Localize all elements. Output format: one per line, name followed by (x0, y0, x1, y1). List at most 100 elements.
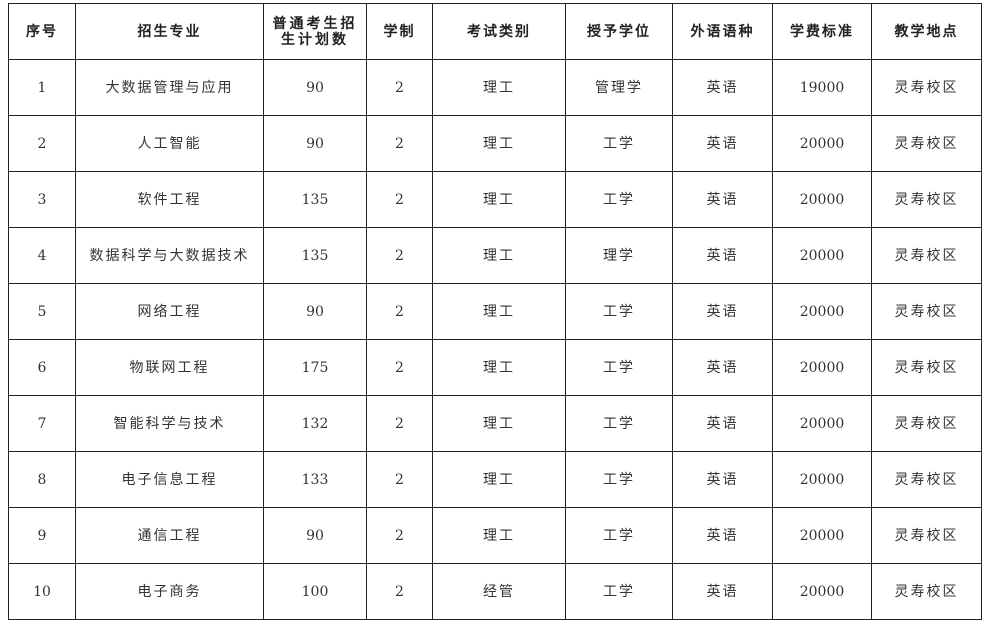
cell-campus: 灵寿校区 (871, 563, 982, 620)
cell-major: 电子商务 (75, 563, 264, 620)
cell-duration: 2 (366, 115, 433, 172)
cell-exam-category: 理工 (432, 115, 566, 172)
cell-degree: 工学 (565, 339, 673, 396)
cell-degree: 工学 (565, 283, 673, 340)
cell-index: 6 (8, 339, 76, 396)
cell-duration: 2 (366, 339, 433, 396)
cell-plan-count: 135 (263, 227, 367, 284)
cell-tuition: 20000 (772, 451, 872, 508)
cell-exam-category: 理工 (432, 451, 566, 508)
header-exam-category: 考试类别 (432, 3, 566, 60)
table-row: 8 电子信息工程 133 2 理工 工学 英语 20000 灵寿校区 (8, 451, 982, 508)
cell-tuition: 20000 (772, 563, 872, 620)
header-plan-count: 普通考生招生计划数 (263, 3, 367, 60)
cell-exam-category: 理工 (432, 283, 566, 340)
cell-major: 软件工程 (75, 171, 264, 228)
cell-index: 1 (8, 59, 76, 116)
cell-language: 英语 (672, 507, 773, 564)
cell-index: 9 (8, 507, 76, 564)
cell-major: 数据科学与大数据技术 (75, 227, 264, 284)
cell-plan-count: 90 (263, 507, 367, 564)
cell-exam-category: 经管 (432, 563, 566, 620)
cell-tuition: 20000 (772, 171, 872, 228)
cell-tuition: 20000 (772, 115, 872, 172)
cell-campus: 灵寿校区 (871, 451, 982, 508)
cell-degree: 管理学 (565, 59, 673, 116)
cell-campus: 灵寿校区 (871, 227, 982, 284)
cell-language: 英语 (672, 563, 773, 620)
table-row: 4 数据科学与大数据技术 135 2 理工 理学 英语 20000 灵寿校区 (8, 227, 982, 284)
cell-plan-count: 135 (263, 171, 367, 228)
cell-major: 智能科学与技术 (75, 395, 264, 452)
table-row: 2 人工智能 90 2 理工 工学 英语 20000 灵寿校区 (8, 115, 982, 172)
cell-campus: 灵寿校区 (871, 507, 982, 564)
header-major: 招生专业 (75, 3, 264, 60)
header-language: 外语语种 (672, 3, 773, 60)
cell-index: 10 (8, 563, 76, 620)
cell-duration: 2 (366, 563, 433, 620)
header-index: 序号 (8, 3, 76, 60)
cell-exam-category: 理工 (432, 507, 566, 564)
header-degree: 授予学位 (565, 3, 673, 60)
cell-plan-count: 100 (263, 563, 367, 620)
cell-major: 大数据管理与应用 (75, 59, 264, 116)
cell-exam-category: 理工 (432, 395, 566, 452)
cell-duration: 2 (366, 227, 433, 284)
cell-language: 英语 (672, 339, 773, 396)
cell-index: 3 (8, 171, 76, 228)
cell-duration: 2 (366, 395, 433, 452)
cell-major: 网络工程 (75, 283, 264, 340)
cell-tuition: 20000 (772, 283, 872, 340)
cell-major: 物联网工程 (75, 339, 264, 396)
cell-plan-count: 133 (263, 451, 367, 508)
cell-degree: 工学 (565, 563, 673, 620)
cell-duration: 2 (366, 507, 433, 564)
cell-campus: 灵寿校区 (871, 339, 982, 396)
table-row: 5 网络工程 90 2 理工 工学 英语 20000 灵寿校区 (8, 283, 982, 340)
cell-degree: 工学 (565, 395, 673, 452)
cell-exam-category: 理工 (432, 171, 566, 228)
cell-duration: 2 (366, 451, 433, 508)
cell-degree: 工学 (565, 171, 673, 228)
cell-duration: 2 (366, 283, 433, 340)
cell-tuition: 19000 (772, 59, 872, 116)
cell-index: 7 (8, 395, 76, 452)
cell-campus: 灵寿校区 (871, 395, 982, 452)
cell-campus: 灵寿校区 (871, 115, 982, 172)
header-duration: 学制 (366, 3, 433, 60)
cell-degree: 工学 (565, 507, 673, 564)
header-tuition: 学费标准 (772, 3, 872, 60)
cell-major: 通信工程 (75, 507, 264, 564)
cell-plan-count: 175 (263, 339, 367, 396)
cell-major: 人工智能 (75, 115, 264, 172)
cell-plan-count: 90 (263, 115, 367, 172)
cell-plan-count: 90 (263, 283, 367, 340)
cell-exam-category: 理工 (432, 227, 566, 284)
table-row: 7 智能科学与技术 132 2 理工 工学 英语 20000 灵寿校区 (8, 395, 982, 452)
cell-tuition: 20000 (772, 395, 872, 452)
table-row: 6 物联网工程 175 2 理工 工学 英语 20000 灵寿校区 (8, 339, 982, 396)
cell-duration: 2 (366, 59, 433, 116)
cell-major: 电子信息工程 (75, 451, 264, 508)
cell-duration: 2 (366, 171, 433, 228)
cell-degree: 工学 (565, 451, 673, 508)
cell-tuition: 20000 (772, 339, 872, 396)
cell-index: 2 (8, 115, 76, 172)
cell-plan-count: 132 (263, 395, 367, 452)
cell-index: 5 (8, 283, 76, 340)
header-campus: 教学地点 (871, 3, 982, 60)
cell-language: 英语 (672, 283, 773, 340)
cell-exam-category: 理工 (432, 59, 566, 116)
cell-language: 英语 (672, 59, 773, 116)
cell-plan-count: 90 (263, 59, 367, 116)
cell-campus: 灵寿校区 (871, 59, 982, 116)
cell-language: 英语 (672, 395, 773, 452)
table-row: 9 通信工程 90 2 理工 工学 英语 20000 灵寿校区 (8, 507, 982, 564)
cell-index: 8 (8, 451, 76, 508)
cell-language: 英语 (672, 451, 773, 508)
cell-index: 4 (8, 227, 76, 284)
cell-campus: 灵寿校区 (871, 283, 982, 340)
cell-tuition: 20000 (772, 227, 872, 284)
cell-language: 英语 (672, 227, 773, 284)
